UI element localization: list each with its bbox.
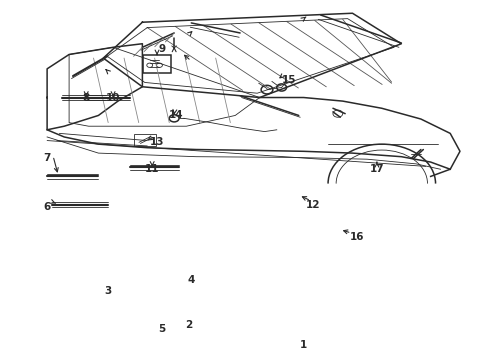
Text: 1: 1 (300, 340, 307, 350)
Text: 14: 14 (169, 111, 184, 121)
Text: 8: 8 (83, 93, 90, 103)
Text: 4: 4 (188, 275, 195, 285)
Text: 3: 3 (104, 286, 112, 296)
Text: 9: 9 (158, 44, 166, 54)
Text: 16: 16 (350, 232, 365, 242)
Text: 2: 2 (185, 320, 193, 330)
Text: 10: 10 (106, 93, 121, 103)
Text: 11: 11 (145, 164, 159, 174)
Text: 13: 13 (150, 138, 164, 147)
Text: 6: 6 (44, 202, 51, 212)
Text: 15: 15 (282, 75, 296, 85)
Text: 17: 17 (369, 164, 384, 174)
Text: 12: 12 (306, 200, 320, 210)
Text: 7: 7 (44, 153, 51, 163)
Text: 5: 5 (158, 324, 166, 334)
